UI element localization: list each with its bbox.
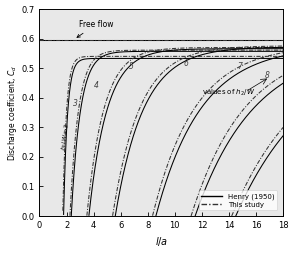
- Text: 3: 3: [73, 99, 78, 108]
- Text: 6: 6: [183, 59, 188, 68]
- Text: 7: 7: [237, 62, 242, 71]
- X-axis label: $l/a$: $l/a$: [155, 235, 168, 248]
- Text: $h_2/W=2$: $h_2/W=2$: [59, 122, 72, 151]
- Text: 4: 4: [94, 82, 99, 90]
- Text: Free flow: Free flow: [77, 20, 113, 37]
- Text: values of $h_2/W$: values of $h_2/W$: [202, 88, 255, 98]
- Text: 5: 5: [129, 62, 134, 71]
- Legend: Henry (1950), This study: Henry (1950), This study: [199, 190, 277, 211]
- Text: 8: 8: [264, 71, 269, 80]
- Y-axis label: Discharge coefficient, $C_d$: Discharge coefficient, $C_d$: [6, 65, 19, 161]
